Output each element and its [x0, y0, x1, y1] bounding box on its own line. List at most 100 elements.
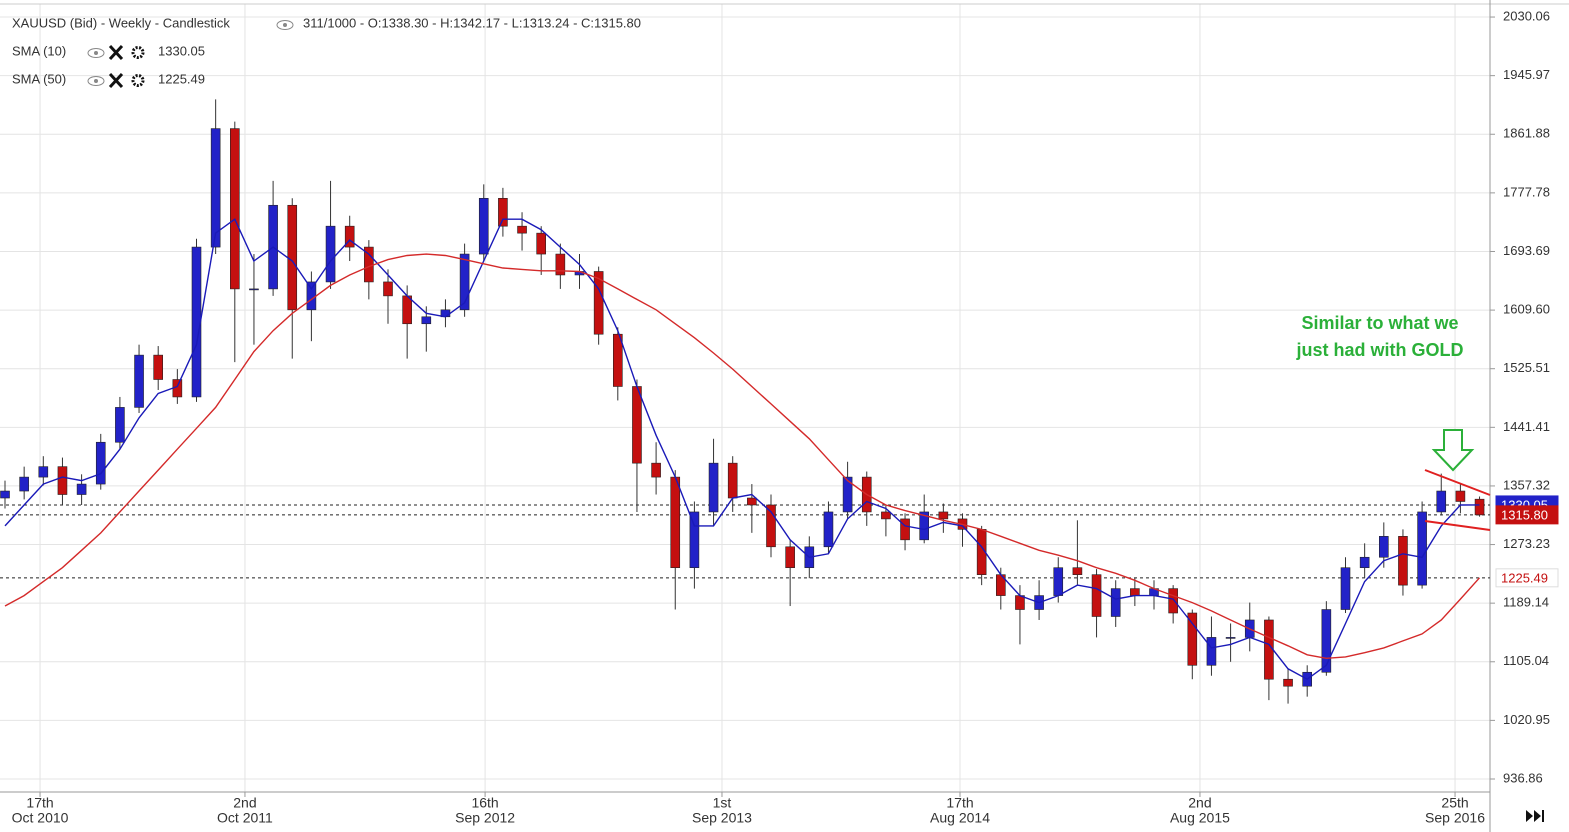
y-tick-label: 1609.60 [1503, 302, 1550, 317]
y-tick-label: 1105.04 [1503, 653, 1549, 668]
candle-body [344, 225, 355, 248]
candle-body [632, 386, 642, 464]
legend-name: SMA (50) [12, 71, 66, 86]
candle-body [249, 288, 259, 291]
candle-body [1130, 588, 1140, 596]
trend-line [1424, 469, 1491, 496]
candle-body [1206, 637, 1217, 666]
legend-name: SMA (10) [12, 43, 66, 58]
y-tick-label: 1945.97 [1503, 67, 1550, 82]
candle-body [57, 466, 68, 495]
candle-body [1168, 588, 1178, 614]
x-tick-label: Sep 2016 [1425, 810, 1485, 826]
x-tick-label: 2nd [1188, 795, 1211, 811]
y-tick-label: 936.86 [1503, 770, 1543, 785]
candle-body [402, 295, 412, 325]
candle-body [747, 497, 757, 506]
y-tick-label: 1693.69 [1503, 243, 1550, 258]
candle-body [1264, 619, 1274, 680]
price-tag-label: 1315.80 [1501, 507, 1548, 522]
y-tick-label: 1020.95 [1503, 712, 1550, 727]
candle-body [134, 354, 144, 408]
candle-body [1436, 490, 1447, 513]
candle-body [823, 511, 834, 548]
price-tag [1495, 505, 1559, 525]
x-tick-label: Sep 2012 [455, 810, 515, 826]
legend-icons[interactable] [87, 44, 145, 89]
candle-body [938, 511, 949, 520]
candle-body [1187, 612, 1198, 666]
candle-body [306, 281, 317, 311]
candle-body [842, 476, 853, 513]
candle-body [153, 354, 163, 380]
x-tick-label: Oct 2011 [217, 810, 273, 826]
marks [0, 99, 1490, 704]
legend-value: 1330.05 [158, 43, 205, 58]
trend-line [1424, 520, 1491, 531]
candle-body [1015, 595, 1025, 610]
candle-body [1072, 567, 1083, 575]
candle-body [766, 504, 776, 548]
candle-body [1455, 490, 1466, 502]
candle-body [0, 490, 10, 499]
grid [0, 4, 1490, 792]
y-tick-label: 1189.14 [1503, 595, 1549, 610]
candle-body [555, 253, 566, 276]
candle-body [1417, 511, 1427, 586]
candle-body [536, 232, 547, 255]
candle-body [651, 462, 661, 478]
candle-body [1379, 536, 1389, 558]
scroll-end-button[interactable] [1526, 810, 1544, 822]
candle-body [1474, 498, 1485, 516]
candle-body [919, 511, 930, 541]
y-tick-label: 2030.06 [1503, 8, 1550, 23]
candle-body [1053, 567, 1064, 596]
candle-body [517, 225, 527, 234]
x-tick-label: 2nd [233, 795, 256, 811]
candle-body [459, 253, 470, 311]
down-arrow [1431, 429, 1475, 472]
x-tick-label: 17th [946, 795, 973, 811]
candle-body [478, 197, 489, 255]
candle-body [38, 466, 49, 478]
candle-body [1340, 567, 1351, 610]
candle-body [689, 511, 700, 569]
x-tick-label: Sep 2013 [692, 810, 752, 826]
candle-body [115, 407, 125, 443]
candle-body [230, 128, 240, 290]
candle-body [900, 518, 910, 541]
candle-body [881, 511, 891, 520]
y-tick-label: 1861.88 [1503, 126, 1550, 141]
candle-body [325, 225, 336, 283]
sma-line [4, 218, 1480, 681]
y-tick-label: 1777.78 [1503, 184, 1550, 199]
y-tick-label: 1357.32 [1503, 477, 1550, 492]
candle-body [1110, 588, 1121, 617]
candle-body [612, 333, 623, 387]
candle-body [1359, 556, 1370, 569]
y-tick-label: 1273.23 [1503, 536, 1550, 551]
x-tick-label: Aug 2015 [1170, 810, 1230, 826]
y-tick-label: 1525.51 [1503, 360, 1550, 375]
x-tick-label: 25th [1441, 795, 1468, 811]
annotation: Similar to what we [1301, 313, 1458, 333]
y-tick-label: 1441.41 [1503, 419, 1550, 434]
x-tick-label: 17th [26, 795, 53, 811]
candle-body [95, 441, 106, 485]
x-tick-label: Oct 2010 [12, 810, 69, 826]
candle-body [76, 483, 87, 495]
candle-body [421, 316, 432, 325]
info: 311/1000 - O:1338.30 - H:1342.17 - L:131… [303, 15, 641, 30]
eye-icon[interactable] [276, 20, 294, 30]
candle-body [1321, 609, 1332, 673]
candle-body [191, 246, 202, 398]
candle-body [210, 128, 221, 248]
candle-body [19, 476, 29, 492]
candle-body [1398, 536, 1408, 586]
annotation: just had with GOLD [1296, 340, 1464, 360]
x-tick-label: Aug 2014 [930, 810, 990, 826]
candle-body [1283, 678, 1293, 687]
candle-body [383, 281, 393, 297]
x-tick-label: 16th [471, 795, 498, 811]
